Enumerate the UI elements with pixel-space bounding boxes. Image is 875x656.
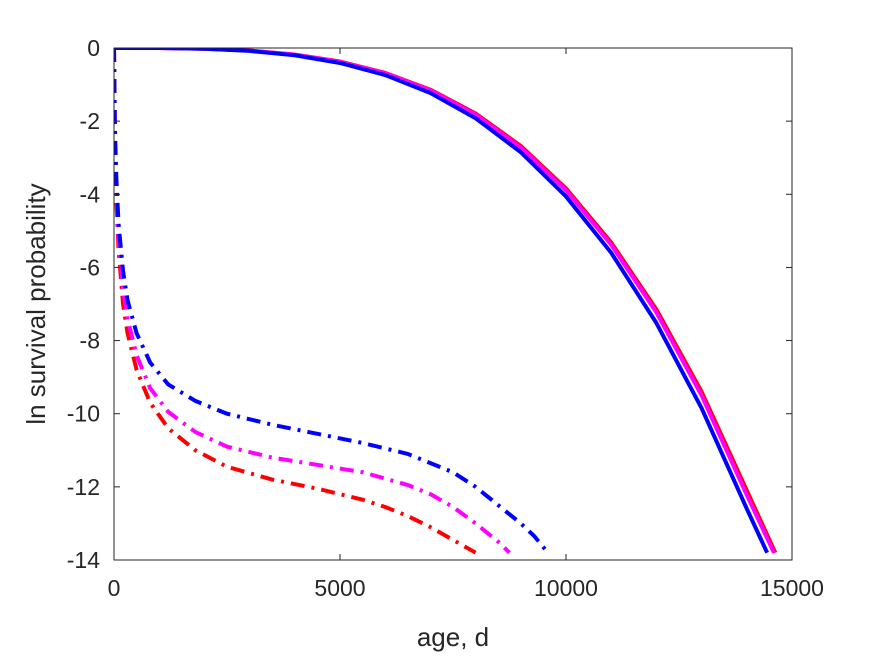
y-tick-label: -12: [67, 474, 100, 500]
series-line-3-solid: [114, 48, 769, 554]
y-tick-label: -4: [80, 181, 101, 207]
series-line-2-solid: [114, 48, 776, 554]
y-tick-label: -14: [67, 547, 100, 573]
x-tick-label: 15000: [760, 575, 824, 601]
y-tick-label: -6: [80, 254, 100, 280]
plot-frame: [113, 47, 793, 561]
x-tick-label: 0: [108, 575, 121, 601]
x-axis-label: age, d: [417, 622, 489, 652]
y-tick-label: 0: [87, 35, 100, 61]
x-tick-label: 10000: [534, 575, 598, 601]
y-tick-label: -10: [67, 401, 100, 427]
tick-layer: 0 5000 10000 15000 0 -2 -4 -6 -8 -10 -12 -14: [67, 35, 824, 601]
series-line-5-dashdot: [114, 48, 511, 555]
series-line-1-solid: [114, 48, 778, 554]
y-tick-label: -2: [80, 108, 100, 134]
series-line-4-dashdot: [114, 48, 477, 555]
y-tick-label: -8: [80, 328, 100, 354]
series-layer: [114, 48, 778, 555]
x-tick-label: 5000: [314, 575, 365, 601]
y-axis-label: ln survival probability: [21, 183, 51, 424]
series-line-6-dashdot: [114, 48, 550, 554]
